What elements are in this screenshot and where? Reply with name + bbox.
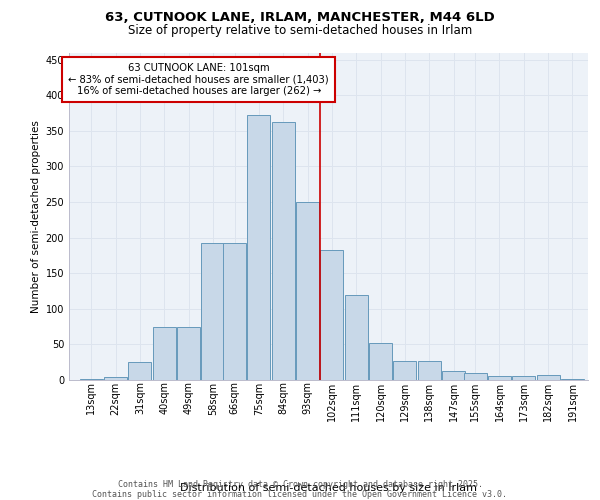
- Bar: [536, 375, 560, 380]
- Bar: [296, 202, 319, 380]
- Bar: [394, 362, 416, 380]
- Text: 63 CUTNOOK LANE: 101sqm
← 83% of semi-detached houses are smaller (1,403)
16% of: 63 CUTNOOK LANE: 101sqm ← 83% of semi-de…: [68, 63, 329, 96]
- Bar: [418, 362, 440, 380]
- Bar: [128, 362, 151, 380]
- Bar: [345, 294, 368, 380]
- Bar: [223, 244, 246, 380]
- Y-axis label: Number of semi-detached properties: Number of semi-detached properties: [31, 120, 41, 312]
- Bar: [247, 115, 271, 380]
- Bar: [80, 378, 103, 380]
- Bar: [202, 244, 224, 380]
- Bar: [177, 326, 200, 380]
- Text: Size of property relative to semi-detached houses in Irlam: Size of property relative to semi-detach…: [128, 24, 472, 37]
- Bar: [464, 373, 487, 380]
- Bar: [272, 122, 295, 380]
- Text: 63, CUTNOOK LANE, IRLAM, MANCHESTER, M44 6LD: 63, CUTNOOK LANE, IRLAM, MANCHESTER, M44…: [105, 11, 495, 24]
- Text: Contains HM Land Registry data © Crown copyright and database right 2025.
Contai: Contains HM Land Registry data © Crown c…: [92, 480, 508, 499]
- Bar: [369, 343, 392, 380]
- Bar: [153, 326, 176, 380]
- Bar: [442, 372, 465, 380]
- Bar: [512, 376, 535, 380]
- Bar: [104, 377, 127, 380]
- Bar: [320, 250, 343, 380]
- X-axis label: Distribution of semi-detached houses by size in Irlam: Distribution of semi-detached houses by …: [180, 484, 477, 494]
- Bar: [488, 376, 511, 380]
